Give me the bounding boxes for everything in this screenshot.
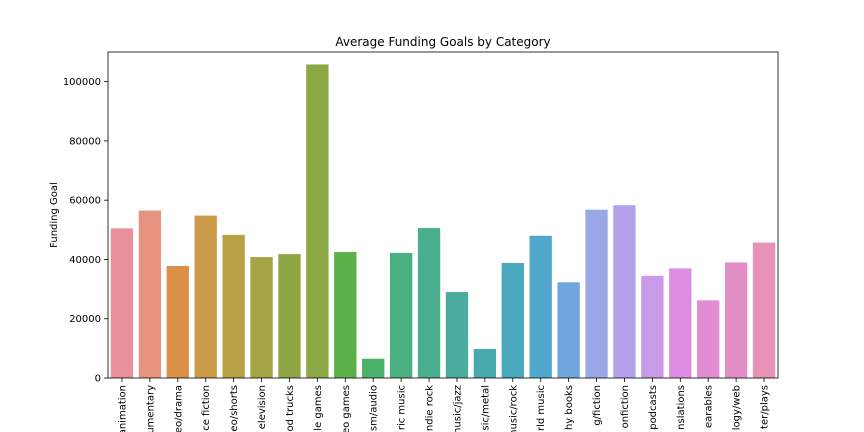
x-tick-label: nusic/jazz: [452, 385, 463, 432]
bar-15: [501, 263, 524, 378]
bar-20: [641, 275, 664, 378]
y-axis-label: Funding Goal: [49, 182, 60, 248]
x-tick-label: ric music: [397, 385, 408, 430]
x-tick-label: logy/web: [732, 385, 743, 430]
x-tick-label: animation: [117, 385, 128, 432]
x-tick-label: nslations: [676, 385, 687, 430]
bar-22: [697, 300, 720, 378]
x-tick-label: le games: [313, 385, 324, 431]
bars-group: [110, 64, 776, 378]
bar-11: [389, 252, 413, 378]
x-tick-label: podcasts: [648, 385, 659, 430]
x-axis: animation umentary eo/drama ce fiction eo/sh…: [117, 378, 771, 432]
bar-10: [362, 358, 385, 378]
x-tick-label: ndie rock: [425, 385, 436, 431]
bar-17: [557, 282, 580, 378]
bar-16: [529, 235, 552, 378]
bar-4: [194, 215, 217, 378]
x-tick-label: onfiction: [620, 385, 631, 428]
y-axis: 0 20000 40000 60000 80000 100000: [63, 77, 108, 385]
bar-6: [250, 257, 273, 378]
bar-21: [669, 268, 692, 378]
x-tick-label: ce fiction: [201, 385, 212, 431]
y-tick-label: 60000: [69, 196, 101, 207]
x-tick-label: sm/audio: [369, 385, 380, 431]
y-tick-label: 20000: [69, 314, 101, 325]
bar-14: [473, 348, 497, 378]
bar-3: [166, 265, 189, 378]
x-tick-label: earables: [704, 385, 715, 428]
y-tick-label: 80000: [69, 136, 101, 147]
x-tick-label: g/fiction: [592, 385, 603, 426]
x-tick-label: eo/shorts: [229, 385, 240, 432]
bar-1: [110, 228, 134, 378]
x-tick-label: umentary: [145, 385, 156, 432]
x-tick-label: nusic/rock: [508, 385, 519, 432]
plot-frame: [107, 51, 779, 379]
x-tick-label: sic/metal: [480, 385, 491, 431]
bar-23: [724, 262, 748, 378]
x-tick-label: hy books: [564, 385, 575, 430]
bar-9: [334, 252, 357, 378]
y-tick-label: 40000: [69, 255, 101, 266]
bar-19: [613, 205, 636, 378]
bar-2: [138, 210, 162, 378]
x-tick-label: eo/drama: [173, 385, 184, 432]
chart-title: Average Funding Goals by Category: [335, 35, 550, 49]
x-tick-label: rld music: [536, 385, 547, 431]
bar-13: [445, 292, 469, 378]
bar-12: [417, 228, 441, 378]
x-tick-label: od trucks: [285, 385, 296, 432]
x-tick-label: elevision: [257, 385, 268, 429]
bar-18: [585, 209, 608, 378]
y-tick-label: 0: [95, 374, 101, 385]
x-tick-label: eo games: [341, 385, 352, 432]
bar-8: [306, 64, 329, 378]
x-tick-label: ter/plays: [760, 385, 771, 429]
bar-24: [752, 242, 776, 378]
bar-5: [222, 234, 245, 378]
y-tick-label: 100000: [63, 77, 101, 88]
bar-7: [278, 254, 301, 378]
